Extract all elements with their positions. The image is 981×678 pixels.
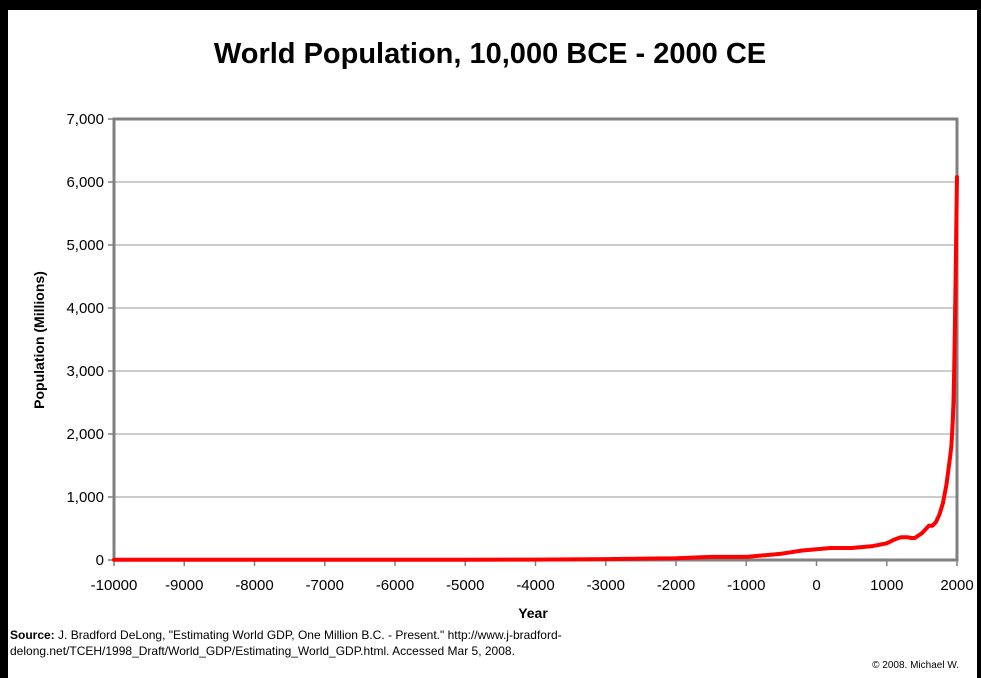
y-tick-label: 4,000 [66, 300, 104, 317]
x-tick-label: 1000 [870, 577, 903, 594]
x-tick-label: -7000 [306, 577, 344, 594]
data-point [906, 535, 910, 539]
copyright-notice: © 2008. Michael W. [872, 660, 959, 671]
data-points [112, 175, 959, 562]
x-tick-label: -4000 [516, 577, 554, 594]
data-point [949, 444, 954, 448]
data-point [744, 555, 748, 559]
y-axis-ticks: 0 1,000 2,000 3,000 4,000 5,000 6,000 7,000 [66, 111, 114, 569]
data-point [182, 558, 186, 562]
data-point [952, 368, 956, 372]
data-point [850, 546, 854, 550]
y-tick-label: 2,000 [66, 426, 104, 443]
data-point [828, 546, 833, 550]
data-point [463, 558, 467, 562]
data-point [948, 456, 952, 460]
data-point [323, 558, 327, 562]
data-point [393, 558, 397, 562]
data-point [892, 538, 896, 542]
y-tick-label: 6,000 [66, 174, 104, 191]
data-point [112, 558, 116, 562]
data-point [871, 544, 875, 548]
y-tick-label: 1,000 [66, 489, 104, 506]
data-point [909, 536, 913, 540]
x-axis-label: Year [518, 605, 548, 621]
data-point [941, 501, 945, 505]
data-point [927, 524, 931, 528]
x-tick-label: -6000 [376, 577, 414, 594]
series-line-world-population [112, 175, 959, 562]
x-tick-label: -8000 [235, 577, 273, 594]
x-tick-label: 2000 [940, 577, 973, 594]
x-tick-label: 0 [812, 577, 820, 594]
x-tick-label: -3000 [587, 577, 625, 594]
data-point [779, 552, 784, 556]
x-tick-label: -9000 [165, 577, 203, 594]
source-text: J. Bradford DeLong, "Estimating World GD… [10, 628, 562, 658]
data-point [951, 419, 955, 423]
data-point [920, 531, 924, 535]
data-point [930, 524, 935, 528]
source-note: Source: J. Bradford DeLong, "Estimating … [10, 627, 770, 659]
data-point [899, 535, 903, 539]
plot-area-border [112, 117, 959, 562]
data-point [252, 558, 257, 562]
y-tick-label: 5,000 [66, 237, 104, 254]
data-point [674, 556, 678, 560]
data-point [953, 325, 957, 329]
gridlines [114, 181, 957, 498]
x-tick-label: -10000 [91, 577, 138, 594]
x-tick-label: -2000 [657, 577, 695, 594]
data-point [937, 513, 942, 517]
data-point [800, 548, 805, 553]
x-axis-ticks: -10000 -9000 -8000 -7000 -6000 -5000 -4000 -300… [91, 560, 974, 594]
data-point [533, 558, 538, 562]
data-point [955, 175, 959, 179]
data-point [954, 278, 958, 282]
y-tick-label: 3,000 [66, 363, 104, 380]
data-point [934, 520, 938, 524]
data-point [944, 482, 949, 486]
data-point [604, 557, 608, 561]
y-tick-label: 0 [96, 552, 104, 569]
source-label: Source: [10, 628, 55, 642]
x-tick-label: -5000 [446, 577, 484, 594]
chart-title: World Population, 10,000 BCE - 2000 CE [214, 38, 766, 70]
data-point [885, 541, 889, 545]
data-point [913, 536, 917, 540]
x-tick-label: -1000 [727, 577, 765, 594]
data-point [709, 555, 713, 559]
data-point [951, 399, 956, 404]
data-point [954, 225, 958, 229]
y-tick-label: 7,000 [66, 111, 104, 128]
data-point [814, 547, 819, 551]
y-axis-label: Population (Millions) [31, 271, 47, 409]
